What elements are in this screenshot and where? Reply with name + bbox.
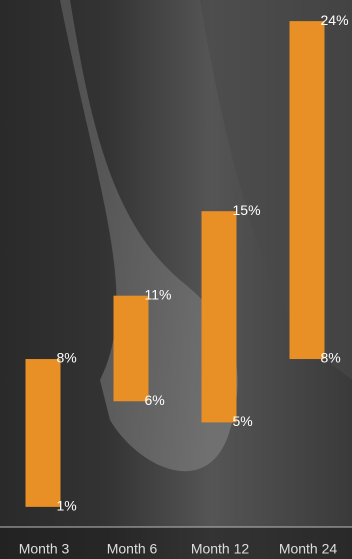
x-tick-label: Month 3	[19, 541, 70, 557]
value-label: 1%	[57, 498, 77, 514]
bar	[25, 359, 61, 507]
value-label: 5%	[233, 413, 253, 429]
value-label: 8%	[321, 350, 341, 366]
value-label: 6%	[145, 392, 165, 408]
footer-shade	[0, 527, 352, 559]
value-label: 11%	[145, 286, 172, 302]
bar	[289, 21, 325, 360]
value-label: 8%	[57, 350, 77, 366]
x-tick-label: Month 24	[279, 541, 338, 557]
bar	[113, 295, 149, 402]
x-tick-label: Month 6	[107, 541, 158, 557]
background-shape	[60, 0, 238, 472]
value-label: 24%	[321, 12, 349, 28]
bar	[201, 211, 237, 423]
value-label: 15%	[233, 202, 261, 218]
x-tick-label: Month 12	[191, 541, 250, 557]
